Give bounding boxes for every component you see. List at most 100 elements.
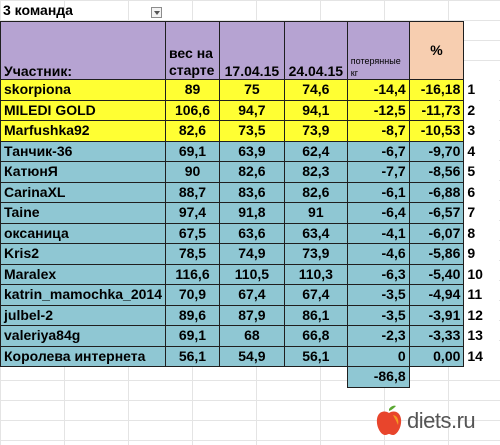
lost-kg: -6,7 bbox=[346, 140, 410, 162]
rank-number: 7 bbox=[463, 202, 500, 223]
rank-number: 10 bbox=[463, 264, 500, 285]
empty-cell bbox=[409, 367, 464, 388]
start-weight: 69,1 bbox=[165, 325, 220, 347]
rank-number: 3 bbox=[463, 120, 500, 141]
weight-date-1: 110,5 bbox=[218, 263, 285, 285]
weight-date-1: 87,9 bbox=[218, 304, 285, 326]
percent-lost: -5,40 bbox=[408, 263, 465, 285]
weight-date-2: 91 bbox=[283, 202, 348, 224]
weight-date-2: 110,3 bbox=[283, 263, 348, 285]
lost-kg: -6,4 bbox=[346, 202, 410, 224]
lost-kg: -4,6 bbox=[346, 243, 410, 265]
weight-date-2: 86,1 bbox=[283, 304, 348, 326]
weight-date-2: 74,6 bbox=[283, 79, 348, 101]
percent-lost: -16,18 bbox=[408, 79, 465, 101]
participant-name: CarinaXL bbox=[0, 181, 166, 203]
start-weight: 90 bbox=[165, 161, 220, 183]
empty-cell bbox=[219, 367, 284, 388]
start-weight: 97,4 bbox=[165, 202, 220, 224]
percent-lost: -6,57 bbox=[408, 202, 465, 224]
lost-kg: -7,7 bbox=[346, 161, 410, 183]
participant-name: MILEDI GOLD bbox=[0, 99, 166, 121]
percent-lost: -5,86 bbox=[408, 243, 465, 265]
empty-cell bbox=[464, 367, 500, 388]
weight-date-1: 67,4 bbox=[218, 284, 285, 306]
start-weight: 67,5 bbox=[165, 222, 220, 244]
header-date-2: 24.04.15 bbox=[283, 21, 348, 80]
weight-date-1: 63,6 bbox=[218, 222, 285, 244]
participant-name: julbel-2 bbox=[0, 304, 166, 326]
start-weight: 82,6 bbox=[165, 120, 220, 142]
weight-date-2: 56,1 bbox=[283, 345, 348, 367]
participant-row: Marfushka92 82,6 73,5 73,9 -8,7 -10,53 3 bbox=[0, 120, 500, 142]
rank-number: 13 bbox=[463, 325, 500, 346]
filter-dropdown-icon[interactable] bbox=[151, 7, 162, 18]
rank-number: 11 bbox=[463, 284, 500, 305]
rank-number: 9 bbox=[463, 243, 500, 264]
percent-lost: -10,53 bbox=[408, 120, 465, 142]
lost-kg: -12,5 bbox=[346, 99, 410, 121]
start-weight: 78,5 bbox=[165, 243, 220, 265]
header-row: Участник: вес на старте 17.04.15 24.04.1… bbox=[0, 21, 500, 80]
start-weight: 69,1 bbox=[165, 140, 220, 162]
weight-date-1: 54,9 bbox=[218, 345, 285, 367]
participant-name: Танчик-36 bbox=[0, 140, 166, 162]
header-start-weight: вес на старте bbox=[165, 21, 220, 80]
weight-date-1: 82,6 bbox=[218, 161, 285, 183]
weight-date-2: 62,4 bbox=[283, 140, 348, 162]
percent-lost: -6,88 bbox=[408, 181, 465, 203]
participant-row: Taine 97,4 91,8 91 -6,4 -6,57 7 bbox=[0, 202, 500, 224]
percent-lost: -3,33 bbox=[408, 325, 465, 347]
weight-date-2: 94,1 bbox=[283, 99, 348, 121]
apple-icon bbox=[376, 405, 402, 435]
header-lost-kg: потерянные кг bbox=[346, 21, 410, 80]
weight-date-2: 73,9 bbox=[283, 243, 348, 265]
participant-name: Kris2 bbox=[0, 243, 166, 265]
participant-name: katrin_mamochka_2014 bbox=[0, 284, 166, 306]
participant-name: Marfushka92 bbox=[0, 120, 166, 142]
start-weight: 70,9 bbox=[165, 284, 220, 306]
weight-date-2: 67,4 bbox=[283, 284, 348, 306]
percent-lost: -3,91 bbox=[408, 304, 465, 326]
lost-kg: -2,3 bbox=[346, 325, 410, 347]
total-row: -86,8 bbox=[1, 366, 500, 388]
participant-name: Taine bbox=[0, 202, 166, 224]
weight-date-1: 91,8 bbox=[218, 202, 285, 224]
participant-row: Королева интернета 56,1 54,9 56,1 0 0,00 14 bbox=[0, 345, 500, 367]
rank-number: 14 bbox=[463, 346, 500, 367]
participant-name: КатюнЯ bbox=[0, 161, 166, 183]
participant-row: КатюнЯ 90 82,6 82,3 -7,7 -8,56 5 bbox=[0, 161, 500, 183]
empty-cell bbox=[166, 367, 220, 388]
start-weight: 89,6 bbox=[165, 304, 220, 326]
lost-kg: -6,1 bbox=[346, 181, 410, 203]
rank-number: 6 bbox=[463, 182, 500, 203]
start-weight: 116,6 bbox=[165, 263, 220, 285]
rank-number: 4 bbox=[463, 141, 500, 162]
percent-lost: -11,73 bbox=[408, 99, 465, 121]
team-title: 3 команда bbox=[3, 2, 73, 18]
header-date-1: 17.04.15 bbox=[218, 21, 285, 80]
header-spacer bbox=[464, 22, 500, 80]
rank-number: 8 bbox=[463, 223, 500, 244]
start-weight: 89 bbox=[165, 79, 220, 101]
participant-name: оксаница bbox=[0, 222, 166, 244]
weight-date-2: 82,6 bbox=[283, 181, 348, 203]
participant-row: julbel-2 89,6 87,9 86,1 -3,5 -3,91 12 bbox=[0, 304, 500, 326]
percent-lost: -9,70 bbox=[408, 140, 465, 162]
weight-date-2: 73,9 bbox=[283, 120, 348, 142]
percent-lost: -8,56 bbox=[408, 161, 465, 183]
weight-date-2: 82,3 bbox=[283, 161, 348, 183]
total-lost: -86,8 bbox=[346, 366, 410, 388]
percent-lost: 0,00 bbox=[408, 345, 465, 367]
weight-date-2: 66,8 bbox=[283, 325, 348, 347]
lost-kg: 0 bbox=[346, 345, 410, 367]
empty-cell bbox=[284, 367, 347, 388]
percent-lost: -6,07 bbox=[408, 222, 465, 244]
participant-row: valeriya84g 69,1 68 66,8 -2,3 -3,33 13 bbox=[0, 325, 500, 347]
participant-row: Танчик-36 69,1 63,9 62,4 -6,7 -9,70 4 bbox=[0, 140, 500, 162]
lost-kg: -3,5 bbox=[346, 304, 410, 326]
rank-number: 1 bbox=[463, 79, 500, 100]
header-participant: Участник: bbox=[0, 21, 166, 80]
participant-name: Королева интернета bbox=[0, 345, 166, 367]
lost-kg: -8,7 bbox=[346, 120, 410, 142]
